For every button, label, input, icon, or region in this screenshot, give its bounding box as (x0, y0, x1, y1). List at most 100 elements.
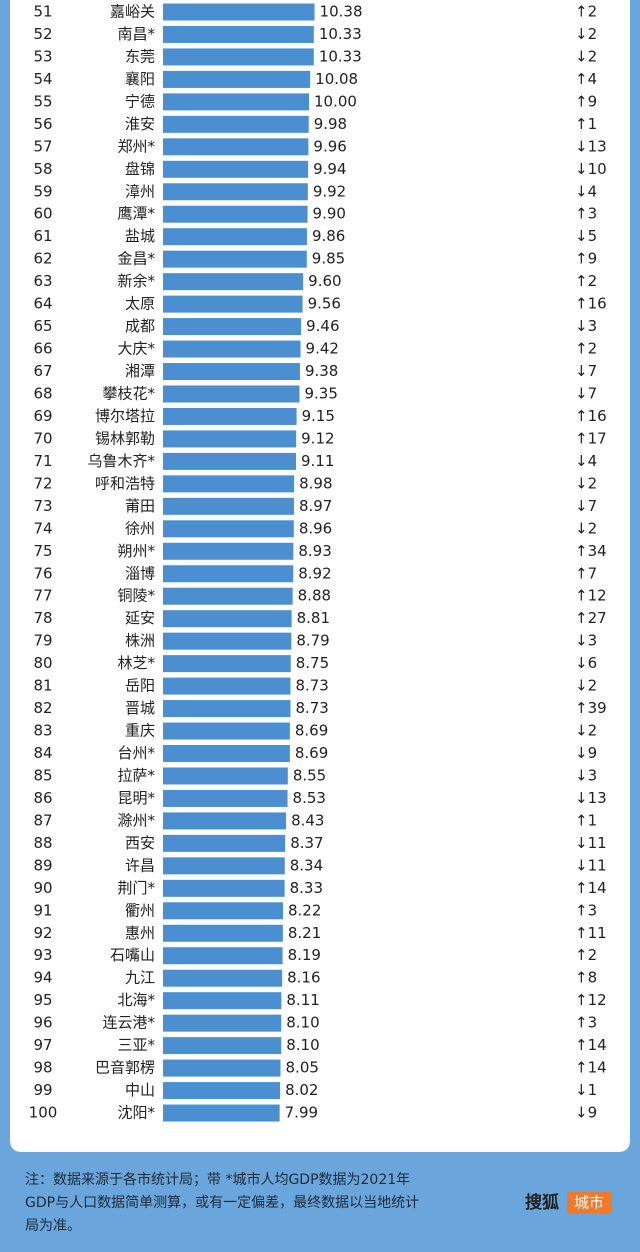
city: 朔州* (117, 542, 155, 560)
rank-change: ↑3 (575, 901, 597, 919)
bar (163, 857, 285, 875)
city: 宁德 (125, 92, 155, 110)
value-label: 9.60 (308, 272, 341, 290)
bar (163, 902, 284, 920)
bar (163, 767, 288, 785)
city: 南昌* (117, 25, 155, 43)
rank: 58 (33, 160, 52, 178)
value-label: 8.37 (290, 834, 323, 852)
footnote: 局为准。 (25, 1218, 81, 1234)
bar (163, 700, 291, 718)
rank: 81 (33, 677, 52, 695)
bar (163, 655, 291, 673)
rank: 63 (33, 272, 52, 290)
value-label: 9.56 (308, 295, 341, 313)
bar (163, 205, 308, 223)
city: 西安 (125, 834, 155, 852)
rank-change: ↑1 (575, 115, 597, 133)
value-label: 8.10 (286, 1014, 319, 1032)
bar (163, 48, 314, 66)
bar (163, 610, 292, 628)
city: 林芝* (117, 654, 155, 672)
city: 昆明* (117, 789, 155, 807)
rank: 59 (33, 182, 52, 200)
city: 石嘴山 (110, 946, 155, 964)
rank: 62 (33, 250, 52, 268)
city: 莆田 (125, 497, 155, 515)
value-label: 8.69 (295, 744, 328, 762)
city: 攀枝花* (102, 384, 155, 402)
value-label: 8.88 (298, 587, 331, 605)
rank: 83 (33, 722, 52, 740)
value-label: 9.85 (312, 250, 345, 268)
rank-change: ↑4 (575, 70, 597, 88)
value-label: 8.75 (296, 654, 329, 672)
value-label: 8.11 (286, 991, 319, 1009)
rank: 97 (33, 1036, 52, 1054)
city: 襄阳 (125, 70, 155, 88)
value-label: 9.42 (306, 340, 339, 358)
value-label: 8.55 (293, 766, 326, 784)
bar (163, 1014, 282, 1032)
bar (163, 745, 290, 763)
rank: 68 (33, 384, 52, 402)
city: 徐州 (125, 519, 155, 537)
bar (163, 992, 282, 1010)
value-label: 9.11 (301, 452, 334, 470)
rank-change: ↑2 (575, 946, 597, 964)
bar (163, 834, 286, 852)
value-label: 8.81 (297, 609, 330, 627)
logo-badge (567, 1192, 612, 1214)
rank-change: ↑9 (575, 250, 597, 268)
bar (163, 587, 293, 605)
city: 淮安 (125, 115, 155, 133)
rank-change: ↓13 (575, 789, 607, 807)
rank-change: ↓7 (575, 497, 597, 515)
city: 乌鲁木齐* (87, 452, 155, 470)
city: 九江 (125, 969, 155, 987)
bar (163, 812, 287, 830)
bar (163, 789, 288, 807)
city: 漳州 (125, 182, 155, 200)
bar (163, 542, 294, 560)
rank-change: ↑9 (575, 92, 597, 110)
bar (163, 520, 294, 538)
rank-change: ↓2 (575, 722, 597, 740)
rank-change: ↓9 (575, 744, 597, 762)
rank-change: ↓2 (575, 519, 597, 537)
rank: 70 (33, 429, 52, 447)
bar (163, 969, 283, 987)
rank-change: ↑14 (575, 879, 607, 897)
rank: 86 (33, 789, 52, 807)
value-label: 8.10 (286, 1036, 319, 1054)
rank-change: ↑27 (575, 609, 607, 627)
rank-change: ↑34 (575, 542, 607, 560)
rank: 75 (33, 542, 52, 560)
value-label: 8.98 (299, 474, 332, 492)
value-label: 8.53 (293, 789, 326, 807)
rank: 88 (33, 834, 52, 852)
value-label: 9.15 (302, 407, 335, 425)
rank: 54 (33, 70, 52, 88)
value-label: 8.73 (295, 677, 328, 695)
value-label: 8.92 (298, 564, 331, 582)
value-label: 9.92 (313, 182, 346, 200)
rank: 51 (33, 3, 52, 21)
city: 成都 (125, 317, 155, 335)
city: 嘉峪关 (110, 3, 155, 21)
rank: 52 (33, 25, 52, 43)
bar (163, 160, 309, 178)
value-label: 8.02 (285, 1081, 318, 1099)
rank-change: ↓5 (575, 227, 597, 245)
value-label: 10.38 (320, 3, 363, 21)
rank: 74 (33, 519, 52, 537)
value-label: 9.12 (301, 429, 334, 447)
city: 许昌 (125, 856, 155, 874)
rank: 76 (33, 564, 52, 582)
rank: 85 (33, 766, 52, 784)
rank: 84 (33, 744, 52, 762)
bar (163, 407, 297, 425)
rank: 91 (33, 901, 52, 919)
city: 大庆* (117, 340, 155, 358)
rank-change: ↓7 (575, 362, 597, 380)
